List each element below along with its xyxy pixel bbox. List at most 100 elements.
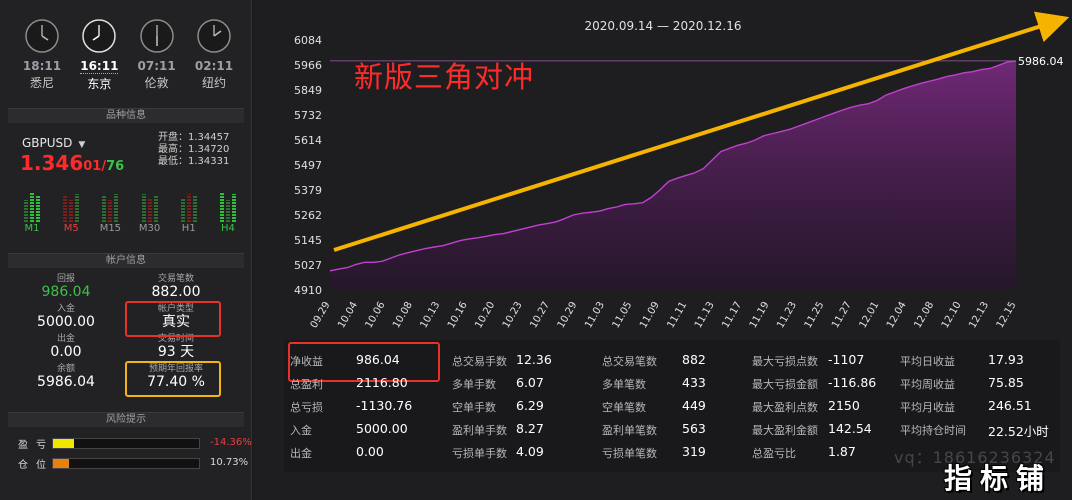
risk-row-position: 仓位 10.73% [14,452,248,472]
strength-bars [138,192,162,222]
highlight-box-annual-return [125,361,221,397]
section-header-risk: 风险提示 [8,412,244,427]
clock-face-icon [139,19,174,53]
timeframe-label: M1 [24,223,40,234]
stat-label: 盈利单手数 [452,424,507,437]
x-tick-label: 11.03 [583,300,607,330]
deposit-stat: 入金 5000.00 [37,304,95,330]
x-tick-label: 10.20 [473,300,497,330]
strength-bars [177,192,201,222]
stat-label: 净收益 [290,355,323,368]
x-tick-label: 12.13 [967,300,991,330]
risk-value: -14.36% [210,437,252,448]
timeframe-m15[interactable]: M15 [98,192,122,234]
ohl-block: 开盘：1.34457 最高：1.34720 最低：1.34331 [158,132,229,168]
x-tick-label: 11.09 [638,300,662,330]
equity-chart-svg: 6084 5966 5849 5732 5614 5497 5379 5262 5145 5027… [294,11,1070,330]
risk-row-pnl: 盈亏 -14.36% [14,432,252,452]
stat-label: 最大盈利金额 [752,424,818,437]
clock-time: 02:11 [194,59,234,73]
stat-value: 4.09 [516,444,544,459]
x-tick-label: 10.13 [419,300,443,330]
risk-panel: 盈亏 -14.36% 仓位 10.73% [14,432,252,472]
y-tick-label: 5614 [294,134,322,147]
strength-bars [98,192,122,222]
stat-value: 563 [682,421,706,436]
trading-time-stat: 交易时间 93 天 [157,334,195,360]
timeframe-h4[interactable]: H4 [216,192,240,234]
open-price: 开盘：1.34457 [158,132,230,143]
clock-face-icon [25,19,59,53]
x-tick-label: 12.04 [885,300,909,330]
account-type-stat: 帐户类型 真实 [157,304,194,330]
stat-value: -116.86 [828,375,877,390]
trades-stat: 交易笔数 882.00 [151,274,201,300]
clock-city: 东京 [87,77,112,91]
stat-value: 17.93 [988,352,1024,367]
stat-value: 8.27 [516,421,544,436]
x-tick-label: 10.06 [364,300,388,330]
stat-value: 2116.80 [356,375,408,390]
chart-date-range: 2020.09.14 — 2020.12.16 [584,19,742,33]
section-header-account: 帐户信息 [8,253,244,268]
stat-label: 最大亏损点数 [752,355,818,368]
symbol-select[interactable]: GBPUSD ▼ [22,136,85,150]
balance-stat: 余额 5986.04 [37,364,95,390]
clock-sydney: 18:11 悉尼 [20,18,64,100]
stat-label: 平均月收益 [900,401,955,414]
stat-label: 最大亏损金额 [752,378,818,391]
stat-value: 449 [682,398,706,413]
stat-label: 总交易笔数 [602,355,657,368]
stat-value: 1.87 [828,444,856,459]
stat-value: 142.54 [828,421,872,436]
stat-label: 盈利单笔数 [602,424,657,437]
stat-label: 平均持仓时间 [900,424,966,437]
stat-label: 亏损单笔数 [602,447,657,460]
chevron-down-icon: ▼ [78,140,86,150]
stats-table: 净收益 986.04 总盈利 2116.80 总亏损 -1130.76 入金 5000.00 出… [284,340,1060,472]
clock-tokyo[interactable]: 16:11 东京 [77,18,121,100]
stat-value: -1107 [828,352,865,367]
section-header-instrument: 品种信息 [8,108,244,123]
instrument-panel: GBPUSD ▼ 1.34601/76 开盘：1.34457 最高：1.34720… [20,132,240,242]
stat-label: 出金 [290,447,312,460]
timeframe-m5[interactable]: M5 [59,192,83,234]
stat-label: 平均周收益 [900,378,955,391]
symbol-name: GBPUSD [22,136,73,150]
timeframe-m30[interactable]: M30 [138,192,162,234]
clock-city: 纽约 [201,76,226,90]
stat-value: 12.36 [516,352,552,367]
withdraw-stat: 出金 0.00 [50,334,82,360]
clock-time: 18:11 [22,59,62,73]
risk-value: 10.73% [210,457,249,468]
y-tick-label: 5966 [294,59,322,72]
timeframe-m1[interactable]: M1 [20,192,44,234]
y-tick-label: 4910 [294,284,322,297]
price-pips: 76 [106,159,125,174]
highlight-box-net-profit [288,342,440,382]
clock-city: 伦敦 [144,76,169,90]
y-tick-label: 5732 [294,109,322,122]
x-tick-label: 09.29 [309,300,333,330]
x-tick-label: 11.17 [720,300,744,330]
timeframe-label: M30 [138,223,161,234]
y-tick-label: 5145 [294,234,322,247]
y-tick-label: 5262 [294,209,322,222]
risk-bar-fill [53,439,74,448]
stat-value: 319 [682,444,706,459]
stat-label: 最大盈利点数 [752,401,818,414]
timeframe-h1[interactable]: H1 [177,192,201,234]
equity-line [329,60,1017,272]
risk-label: 仓位 [18,460,54,471]
price-minor: 01 [83,159,102,174]
x-tick-label: 11.11 [665,300,689,330]
stat-label: 平均日收益 [900,355,955,368]
stat-value: 6.29 [516,398,544,413]
y-tick-label: 5849 [294,84,322,97]
stat-value: 22.52小时 [988,424,1049,439]
clock-london: 07:11 伦敦 [135,18,179,100]
x-tick-label: 10.29 [556,300,580,330]
y-tick-label: 6084 [294,34,322,47]
strength-bars [59,192,83,222]
